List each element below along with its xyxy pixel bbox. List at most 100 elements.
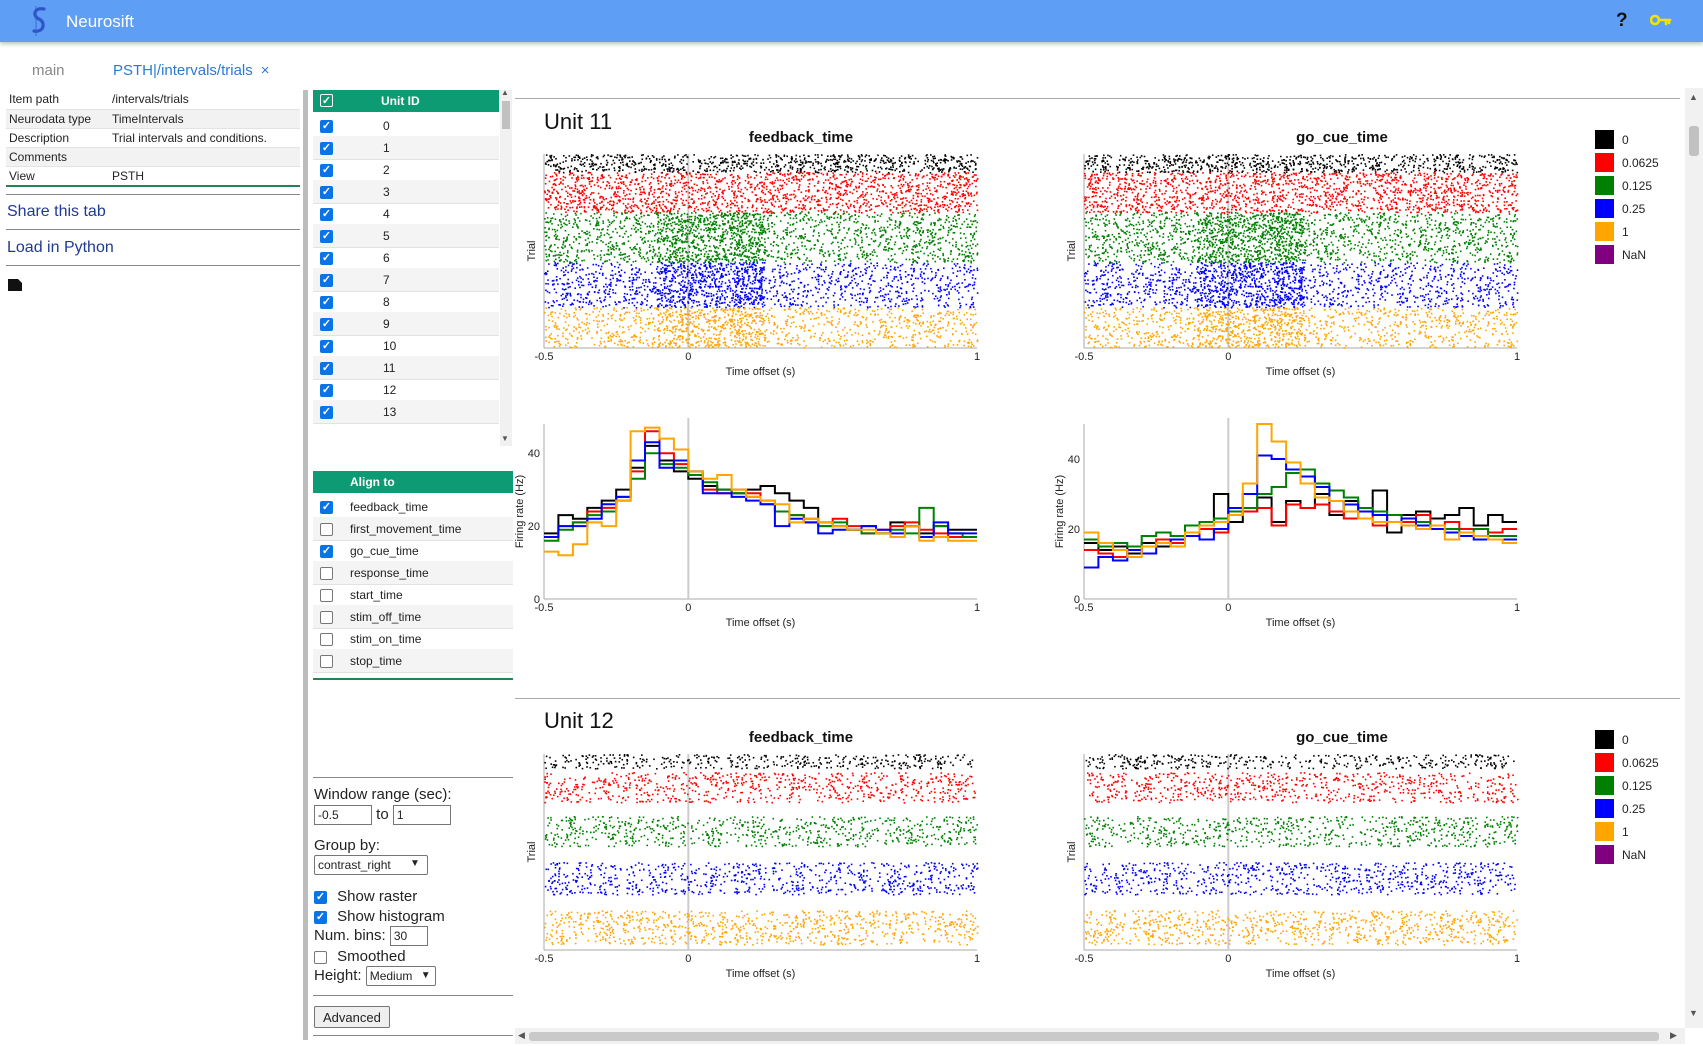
unit-row[interactable]: ✓ 13	[313, 400, 499, 424]
align-checkbox[interactable]: ✓	[320, 501, 333, 514]
unit-row[interactable]: ✓ 8	[313, 290, 499, 314]
x-tick-label: 1	[974, 953, 980, 965]
unit-checkbox[interactable]: ✓	[320, 208, 333, 221]
scroll-right-icon[interactable]: ▶	[1670, 1030, 1677, 1041]
legend-swatch	[1595, 799, 1614, 818]
unit-checkbox[interactable]: ✓	[320, 120, 333, 133]
x-tick-label: 0	[1225, 351, 1231, 363]
scroll-up-icon[interactable]: ▲	[1689, 92, 1698, 102]
x-axis-label: Time offset (s)	[1266, 366, 1336, 378]
unit-row[interactable]: ✓ 5	[313, 224, 499, 248]
panel-resize-handle[interactable]	[303, 90, 308, 1040]
unit-row[interactable]: ✓ 0	[313, 114, 499, 138]
scroll-down-icon[interactable]: ▼	[1689, 1008, 1698, 1018]
smoothed-checkbox[interactable]: ✓	[314, 950, 327, 964]
show-histogram-checkbox[interactable]: ✓	[314, 910, 327, 924]
align-option-feedback-time[interactable]: ✓ feedback_time	[313, 495, 513, 519]
key-icon[interactable]	[1650, 12, 1672, 28]
tab-psth[interactable]: PSTH|/intervals/trials ×	[113, 62, 270, 79]
scroll-down-icon[interactable]: ▼	[501, 434, 509, 443]
unit-checkbox[interactable]: ✓	[320, 318, 333, 331]
unit-checkbox[interactable]: ✓	[320, 384, 333, 397]
unit-row[interactable]: ✓ 1	[313, 136, 499, 160]
tab-main[interactable]: main	[32, 62, 65, 79]
align-checkbox[interactable]: ✓	[320, 655, 333, 668]
unit-checkbox[interactable]: ✓	[320, 142, 333, 155]
group-by-label: Group by:	[314, 837, 380, 854]
window-to-label: to	[376, 806, 389, 823]
unit-checkbox[interactable]: ✓	[320, 340, 333, 353]
file-icon[interactable]	[8, 279, 22, 291]
num-bins-input[interactable]: 30	[389, 926, 428, 946]
align-option-stim-on-time[interactable]: ✓ stim_on_time	[313, 627, 513, 651]
window-start-input[interactable]: -0.5	[314, 805, 372, 825]
plot-horizontal-scrollbar[interactable]: ◀ ▶	[515, 1028, 1685, 1044]
unit-row[interactable]: ✓ 11	[313, 356, 499, 380]
align-option-stop-time[interactable]: ✓ stop_time	[313, 649, 513, 673]
align-option-first-movement-time[interactable]: ✓ first_movement_time	[313, 517, 513, 541]
advanced-button[interactable]: Advanced	[314, 1006, 390, 1028]
unit-row[interactable]: ✓ 6	[313, 246, 499, 270]
scroll-up-icon[interactable]: ▲	[501, 88, 509, 97]
x-tick-label: 0	[1225, 602, 1231, 614]
unit-checkbox[interactable]: ✓	[320, 296, 333, 309]
scrollbar-thumb[interactable]	[502, 101, 510, 129]
unit-row[interactable]: ✓ 4	[313, 202, 499, 226]
legend-label: 0	[1622, 733, 1629, 747]
unit-checkbox[interactable]: ✓	[320, 186, 333, 199]
scroll-left-icon[interactable]: ◀	[518, 1030, 525, 1041]
unit-id: 0	[383, 119, 390, 133]
unit-row[interactable]: ✓ 7	[313, 268, 499, 292]
select-all-units-checkbox[interactable]: ✓	[320, 94, 333, 107]
show-raster-checkbox[interactable]: ✓	[314, 890, 327, 904]
show-histogram-option[interactable]: ✓ Show histogram	[314, 908, 445, 925]
y-axis-label: Trial	[1066, 241, 1078, 262]
unit-row[interactable]: ✓ 9	[313, 312, 499, 336]
num-bins-control: Num. bins: 30	[314, 926, 428, 946]
smoothed-label: Smoothed	[337, 948, 405, 965]
unit-row[interactable]: ✓ 2	[313, 158, 499, 182]
unit-row[interactable]: ✓ 3	[313, 180, 499, 204]
unit-row[interactable]: ✓ 12	[313, 378, 499, 402]
align-option-start-time[interactable]: ✓ start_time	[313, 583, 513, 607]
window-end-input[interactable]: 1	[392, 805, 451, 825]
unit-list-scrollbar[interactable]: ▲ ▼	[500, 88, 512, 446]
align-checkbox[interactable]: ✓	[320, 633, 333, 646]
share-tab-link[interactable]: Share this tab	[7, 203, 106, 221]
align-checkbox[interactable]: ✓	[320, 523, 333, 536]
group-by-select[interactable]: contrast_right ▼	[314, 855, 428, 875]
align-checkbox[interactable]: ✓	[320, 567, 333, 580]
app-title: Neurosift	[66, 12, 134, 32]
unit-checkbox[interactable]: ✓	[320, 406, 333, 419]
unit-checkbox[interactable]: ✓	[320, 164, 333, 177]
scrollbar-thumb[interactable]	[1689, 126, 1699, 156]
align-checkbox[interactable]: ✓	[320, 611, 333, 624]
legend-label: 0.0625	[1622, 756, 1659, 770]
unit-checkbox[interactable]: ✓	[320, 230, 333, 243]
window-range-label: Window range (sec):	[314, 786, 452, 803]
align-label: start_time	[350, 588, 403, 602]
unit-row[interactable]: ✓ 10	[313, 334, 499, 358]
height-select[interactable]: Medium ▼	[365, 966, 436, 986]
align-checkbox[interactable]: ✓	[320, 589, 333, 602]
plot-vertical-scrollbar[interactable]: ▲ ▼	[1685, 88, 1703, 1028]
smoothed-option[interactable]: ✓ Smoothed	[314, 948, 406, 965]
unit-checkbox[interactable]: ✓	[320, 362, 333, 375]
close-tab-icon[interactable]: ×	[261, 62, 270, 79]
scrollbar-thumb[interactable]	[529, 1032, 1659, 1041]
show-raster-option[interactable]: ✓ Show raster	[314, 888, 417, 905]
x-tick-label: 0	[1225, 953, 1231, 965]
align-option-stim-off-time[interactable]: ✓ stim_off_time	[313, 605, 513, 629]
align-option-go-cue-time[interactable]: ✓ go_cue_time	[313, 539, 513, 563]
unit-checkbox[interactable]: ✓	[320, 252, 333, 265]
info-value: /intervals/trials	[109, 90, 300, 110]
align-option-response-time[interactable]: ✓ response_time	[313, 561, 513, 585]
load-in-python-link[interactable]: Load in Python	[7, 239, 114, 257]
neurosift-logo-icon[interactable]	[24, 4, 54, 38]
x-tick-label: -0.5	[1075, 953, 1094, 965]
unit-checkbox[interactable]: ✓	[320, 274, 333, 287]
align-checkbox[interactable]: ✓	[320, 545, 333, 558]
unit-11-gocue-raster: -0.5 0 1 Time offset (s) Trial	[1066, 154, 1520, 378]
help-icon[interactable]: ?	[1616, 10, 1628, 32]
